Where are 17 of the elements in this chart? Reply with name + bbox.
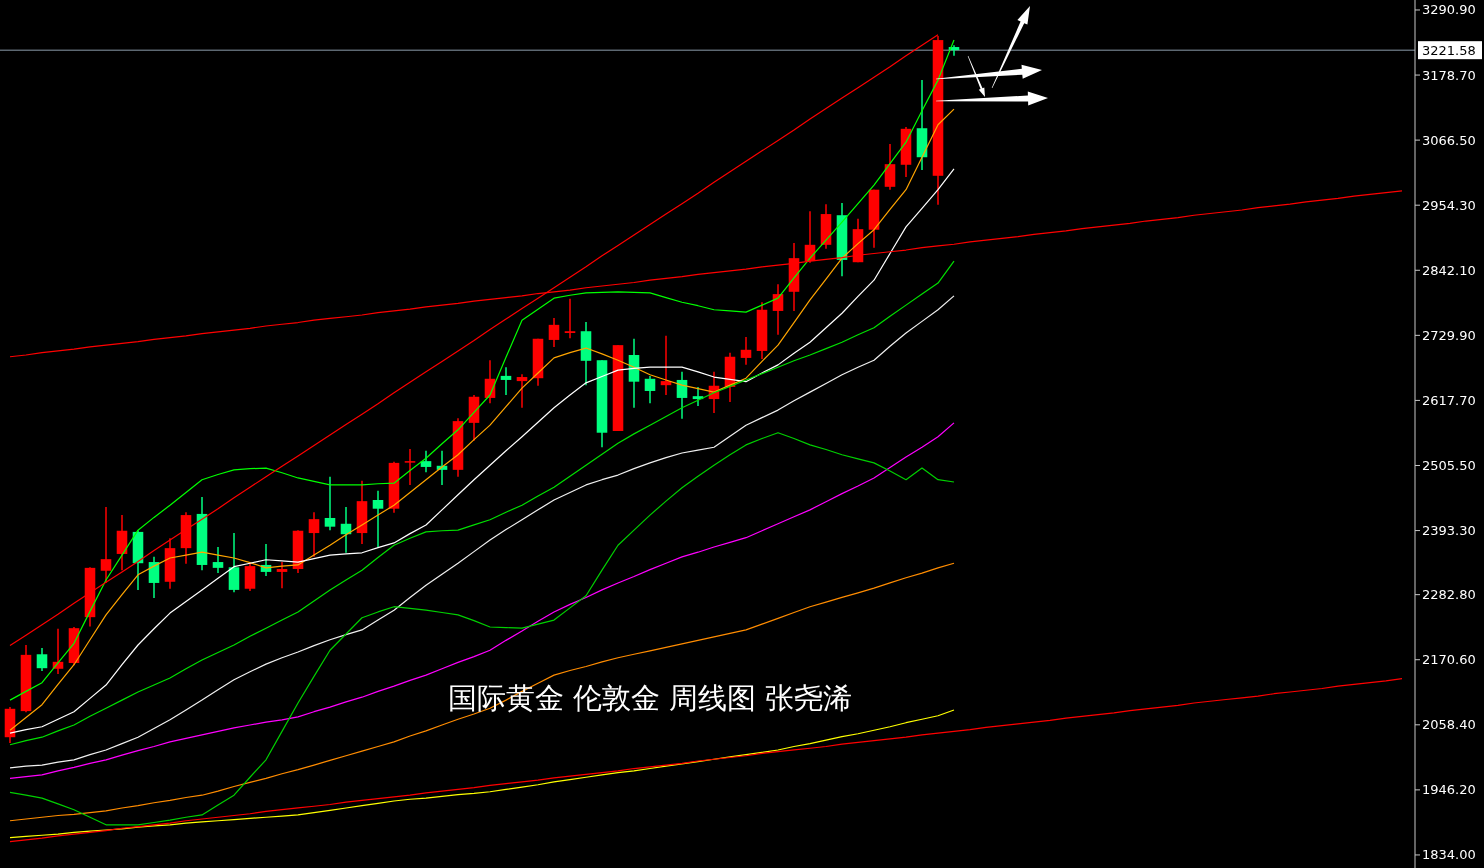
y-tick-label: 2170.60 (1422, 652, 1476, 668)
y-tick-label: 3290.90 (1422, 2, 1476, 18)
y-tick-label: 1946.20 (1422, 782, 1476, 798)
y-tick-label: 2617.70 (1422, 392, 1476, 408)
title: 国际黄金 伦敦金 周线图 张尧浠 (447, 681, 853, 715)
y-tick-label: 2282.80 (1422, 587, 1476, 603)
y-tick-label: 2393.30 (1422, 523, 1476, 539)
y-tick-label: 2729.90 (1422, 327, 1476, 343)
y-tick-label: 2505.50 (1422, 457, 1476, 473)
y-tick-label: 2842.10 (1422, 262, 1476, 278)
y-tick-label: 2058.40 (1422, 717, 1476, 733)
y-tick-label: 2954.30 (1422, 197, 1476, 213)
y-tick-label: 3178.70 (1422, 67, 1476, 83)
ref-line-label: 3221.58 (1422, 42, 1476, 58)
y-tick-label: 3066.50 (1422, 132, 1476, 148)
y-tick-label: 1834.00 (1422, 847, 1476, 863)
ref-label: 3221.58 (1418, 41, 1482, 60)
